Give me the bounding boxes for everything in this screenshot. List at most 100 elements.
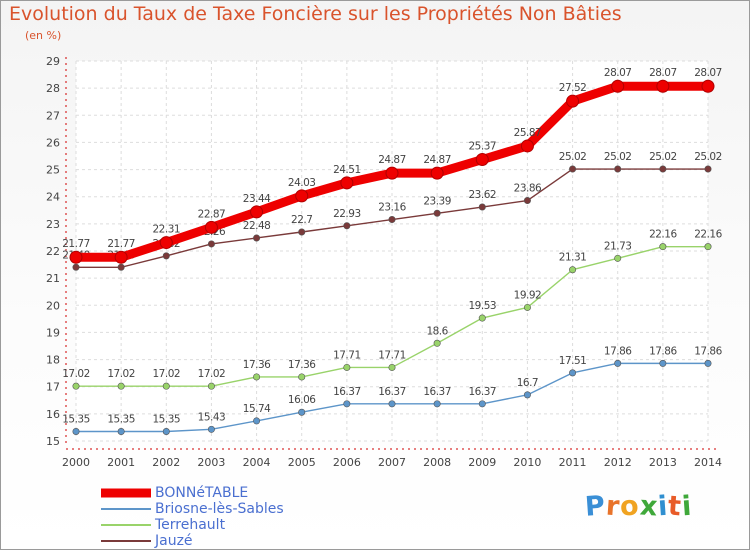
data-point [433, 209, 441, 217]
data-point [253, 373, 261, 381]
y-tick-label: 15 [46, 435, 60, 448]
data-label: 19.92 [514, 289, 542, 301]
data-label: 23.62 [469, 189, 497, 201]
data-label: 17.02 [62, 368, 90, 380]
data-label: 17.86 [694, 345, 722, 357]
data-point [433, 339, 441, 347]
data-point [611, 79, 625, 93]
data-label: 24.87 [378, 154, 406, 166]
data-label: 17.02 [107, 368, 135, 380]
data-label: 15.74 [243, 403, 271, 415]
data-label: 15.35 [153, 414, 181, 426]
y-tick-label: 18 [46, 354, 60, 367]
y-tick-label: 28 [46, 82, 60, 95]
data-label: 24.87 [423, 154, 451, 166]
data-label: 23.86 [514, 183, 542, 195]
data-point [569, 369, 577, 377]
x-tick-label: 2009 [468, 456, 496, 469]
data-label: 16.06 [288, 394, 316, 406]
x-tick-label: 2004 [243, 456, 271, 469]
data-label: 22.87 [198, 208, 226, 220]
data-point [659, 359, 667, 367]
data-label: 15.35 [62, 414, 90, 426]
data-point [72, 382, 80, 390]
data-point [295, 189, 309, 203]
y-tick-label: 24 [46, 191, 60, 204]
data-label: 16.37 [378, 386, 406, 398]
data-point [430, 166, 444, 180]
data-label: 28.07 [649, 67, 677, 79]
y-tick-label: 23 [46, 218, 60, 231]
data-label: 22.93 [333, 208, 361, 220]
y-tick-label: 22 [46, 245, 60, 258]
data-point [478, 400, 486, 408]
data-point [614, 359, 622, 367]
y-tick-label: 20 [46, 299, 60, 312]
data-label: 25.02 [694, 151, 722, 163]
data-label: 25.37 [469, 141, 497, 153]
data-point [253, 234, 261, 242]
y-tick-label: 29 [46, 55, 60, 68]
data-label: 17.36 [288, 359, 316, 371]
y-tick-label: 26 [46, 136, 60, 149]
data-label: 23.44 [243, 193, 271, 205]
data-point [207, 425, 215, 433]
data-point [253, 417, 261, 425]
x-tick-label: 2013 [649, 456, 677, 469]
chart-title: Evolution du Taux de Taxe Foncière sur l… [9, 3, 622, 25]
data-label: 17.36 [243, 359, 271, 371]
data-point [69, 250, 83, 264]
data-label: 22.31 [153, 224, 181, 236]
x-tick-label: 2014 [694, 456, 722, 469]
data-label: 17.86 [604, 345, 632, 357]
data-point [475, 153, 489, 167]
logo-letter: x [638, 490, 660, 523]
data-point [478, 203, 486, 211]
data-point [520, 139, 534, 153]
data-label: 16.37 [469, 386, 497, 398]
data-label: 17.51 [559, 355, 587, 367]
data-point [207, 240, 215, 248]
legend-swatch [101, 488, 151, 498]
data-point [704, 243, 712, 251]
x-tick-label: 2001 [107, 456, 135, 469]
legend-label: Jauzé [155, 533, 193, 549]
data-point [72, 427, 80, 435]
data-point [207, 382, 215, 390]
y-tick-label: 25 [46, 164, 60, 177]
data-label: 25.87 [514, 127, 542, 139]
data-point [340, 176, 354, 190]
data-point [114, 250, 128, 264]
legend-swatch [101, 524, 151, 526]
data-point [659, 165, 667, 173]
data-label: 17.71 [378, 349, 406, 361]
data-label: 28.07 [604, 67, 632, 79]
x-tick-label: 2008 [423, 456, 451, 469]
data-point [388, 400, 396, 408]
data-label: 16.37 [423, 386, 451, 398]
data-label: 15.43 [198, 411, 226, 423]
data-label: 22.48 [243, 220, 271, 232]
data-label: 22.16 [649, 229, 677, 241]
data-point [566, 94, 580, 108]
plot-area [76, 61, 708, 441]
data-point [659, 243, 667, 251]
y-tick-label: 17 [46, 381, 60, 394]
data-point [614, 254, 622, 262]
data-point [117, 427, 125, 435]
y-tick-label: 19 [46, 326, 60, 339]
data-label: 17.71 [333, 349, 361, 361]
data-label: 23.39 [423, 195, 451, 207]
data-label: 21.31 [559, 252, 587, 264]
x-tick-label: 2000 [62, 456, 90, 469]
data-label: 22.16 [694, 229, 722, 241]
data-point [701, 79, 715, 93]
data-label: 28.07 [694, 67, 722, 79]
data-point [704, 359, 712, 367]
x-tick-label: 2002 [152, 456, 180, 469]
legend-label: Terrehault [155, 517, 226, 533]
data-point [343, 363, 351, 371]
data-point [250, 205, 264, 219]
data-label: 17.02 [198, 368, 226, 380]
data-point [656, 79, 670, 93]
